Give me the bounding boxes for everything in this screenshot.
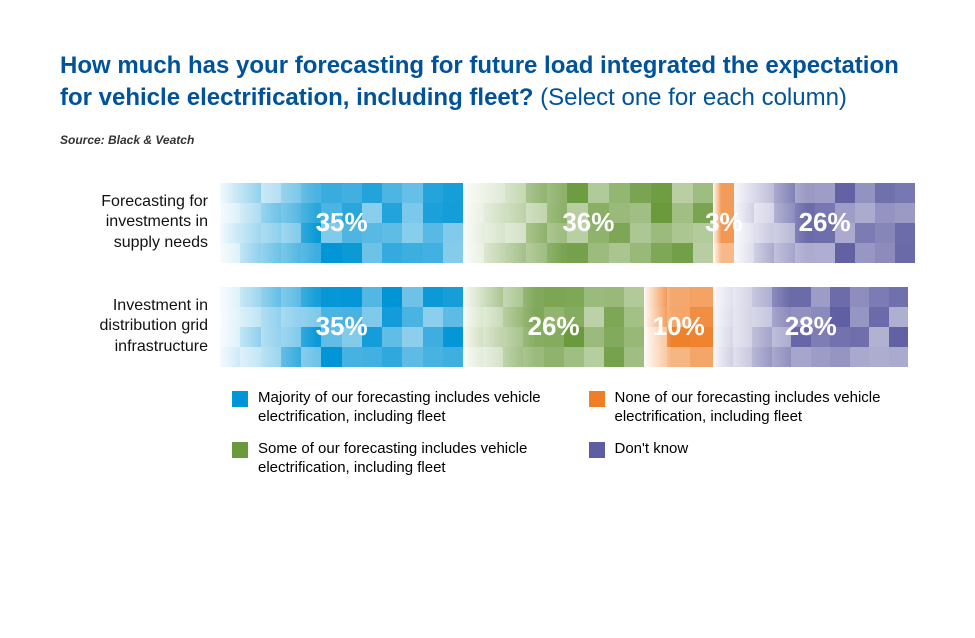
legend-item-dk: Don't know [589, 440, 916, 478]
row-label: Forecasting for investments in supply ne… [60, 192, 220, 254]
bar-segment-none: 3% [713, 183, 734, 263]
segment-value: 26% [463, 287, 644, 367]
legend-swatch [232, 442, 248, 458]
stacked-bar: 35%26%10%28% [220, 287, 915, 367]
bar-segment-majority: 35% [220, 287, 463, 367]
row-label: Investment in distribution grid infrastr… [60, 296, 220, 358]
legend-label: None of our forecasting includes vehicle… [615, 389, 916, 427]
legend-label: Don't know [615, 440, 689, 459]
legend-item-none: None of our forecasting includes vehicle… [589, 389, 916, 427]
bar-segment-some: 26% [463, 287, 644, 367]
segment-value: 26% [734, 183, 915, 263]
bar-segment-some: 36% [463, 183, 713, 263]
segment-value: 28% [713, 287, 908, 367]
segment-value: 35% [220, 287, 463, 367]
bar-segment-majority: 35% [220, 183, 463, 263]
bar-segment-none: 10% [644, 287, 714, 367]
chart-row: Forecasting for investments in supply ne… [60, 183, 915, 263]
legend-swatch [232, 391, 248, 407]
source-line: Source: Black & Veatch [60, 133, 915, 147]
legend: Majority of our forecasting includes veh… [232, 389, 915, 478]
bar-segment-dk: 28% [713, 287, 908, 367]
segment-value: 3% [713, 183, 734, 263]
bar-segment-dk: 26% [734, 183, 915, 263]
legend-item-some: Some of our forecasting includes vehicle… [232, 440, 559, 478]
segment-value: 35% [220, 183, 463, 263]
segment-value: 36% [463, 183, 713, 263]
legend-label: Majority of our forecasting includes veh… [258, 389, 559, 427]
chart-title: How much has your forecasting for future… [60, 50, 915, 115]
chart-row: Investment in distribution grid infrastr… [60, 287, 915, 367]
chart-area: Forecasting for investments in supply ne… [60, 183, 915, 367]
title-rest: (Select one for each column) [533, 84, 847, 111]
legend-swatch [589, 391, 605, 407]
segment-value: 10% [644, 287, 714, 367]
legend-item-majority: Majority of our forecasting includes veh… [232, 389, 559, 427]
stacked-bar: 35%36%3%26% [220, 183, 915, 263]
legend-swatch [589, 442, 605, 458]
legend-label: Some of our forecasting includes vehicle… [258, 440, 559, 478]
